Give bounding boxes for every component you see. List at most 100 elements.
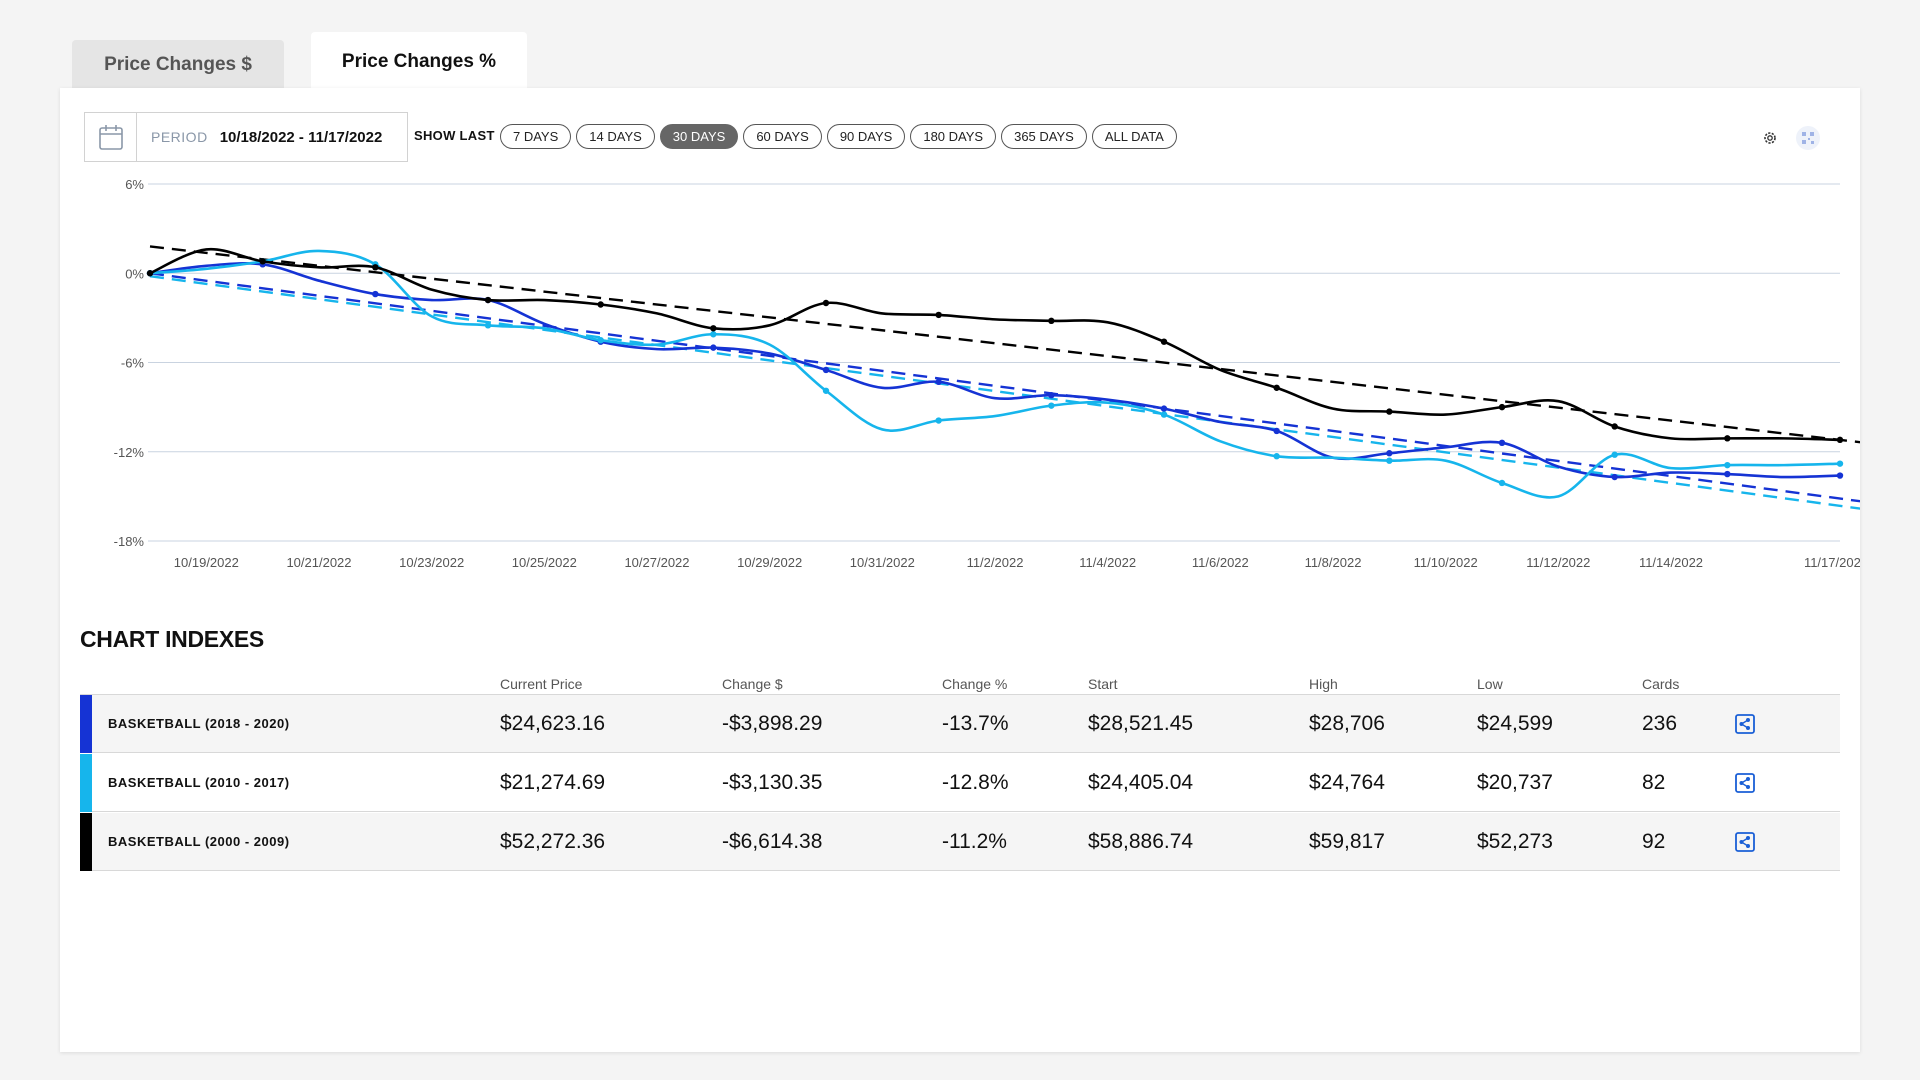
- data-point: [710, 325, 717, 332]
- data-point: [1273, 427, 1280, 435]
- range-button-180-days[interactable]: 180 DAYS: [910, 124, 997, 149]
- qr-code-icon: [1802, 132, 1814, 144]
- trend-line: [149, 272, 1860, 503]
- show-last-label: SHOW LAST: [414, 128, 495, 143]
- data-point: [597, 301, 604, 308]
- data-point: [1498, 479, 1506, 487]
- column-header: Change $: [722, 676, 783, 692]
- index-name: BASKETBALL (2010 - 2017): [108, 775, 290, 790]
- x-tick-label: 11/4/2022: [1079, 555, 1136, 570]
- column-header: Start: [1088, 676, 1118, 692]
- cell-low: $52,273: [1477, 830, 1553, 853]
- cell-high: $28,706: [1309, 712, 1385, 735]
- table-row[interactable]: BASKETBALL (2010 - 2017) $21,274.69 -$3,13…: [80, 754, 1840, 812]
- column-header: Cards: [1642, 676, 1680, 692]
- cell-change-pct: -12.8%: [942, 771, 1009, 794]
- data-point: [1386, 457, 1393, 464]
- calendar-icon[interactable]: [85, 113, 137, 161]
- x-tick-label: 10/27/2022: [624, 555, 689, 570]
- row-color-swatch: [80, 813, 92, 871]
- data-point: [1836, 472, 1844, 479]
- tab-price-changes-percent[interactable]: Price Changes %: [311, 32, 527, 92]
- price-change-chart: 6% 0% -6% -12% -18% 10/19/2022 10/21/2022 10/23…: [114, 178, 1860, 570]
- cell-change-pct: -13.7%: [942, 712, 1009, 735]
- data-point: [1611, 451, 1618, 458]
- x-tick-label: 10/31/2022: [850, 555, 915, 570]
- cell-current: $21,274.69: [500, 771, 606, 794]
- share-icon[interactable]: [1735, 714, 1755, 734]
- row-color-swatch: [80, 695, 92, 753]
- data-point: [372, 290, 379, 298]
- gear-icon[interactable]: [1762, 130, 1778, 146]
- data-point: [822, 299, 830, 307]
- trend-line: [149, 275, 1860, 510]
- table-row[interactable]: BASKETBALL (2000 - 2009) $52,272.36 -$6,61…: [80, 813, 1840, 871]
- data-point: [1160, 405, 1168, 412]
- y-tick-label: 0%: [125, 266, 144, 281]
- range-button-365-days[interactable]: 365 DAYS: [1001, 124, 1087, 149]
- share-icon[interactable]: [1735, 773, 1755, 793]
- range-button-90-days[interactable]: 90 DAYS: [826, 124, 906, 149]
- toolbar: PERIOD 10/18/2022 - 11/17/2022 SHOW LAST…: [84, 112, 1844, 164]
- column-header: High: [1309, 676, 1338, 692]
- table-row[interactable]: BASKETBALL (2018 - 2020) $24,623.16 -$3,89…: [80, 695, 1840, 753]
- period-value[interactable]: 10/18/2022 - 11/17/2022: [219, 128, 383, 146]
- y-tick-label: -18%: [114, 534, 145, 549]
- period-picker[interactable]: PERIOD 10/18/2022 - 11/17/2022: [84, 112, 408, 162]
- tab-price-changes-dollar[interactable]: Price Changes $: [72, 40, 284, 90]
- cell-high: $59,817: [1309, 830, 1385, 853]
- x-tick-label: 11/10/2022: [1414, 555, 1478, 570]
- y-tick-label: 6%: [125, 178, 144, 192]
- data-point: [259, 258, 266, 265]
- data-point: [1611, 423, 1618, 430]
- range-button-30-days[interactable]: 30 DAYS: [659, 124, 739, 149]
- series-line: [149, 249, 1841, 499]
- x-tick-label: 10/23/2022: [399, 555, 464, 570]
- x-tick-label: 10/19/2022: [174, 555, 239, 570]
- data-point: [822, 366, 830, 374]
- y-tick-label: -12%: [114, 445, 145, 460]
- range-button-7-days[interactable]: 7 DAYS: [500, 124, 572, 149]
- data-point: [935, 417, 942, 424]
- cell-current: $24,623.16: [500, 712, 606, 735]
- index-name: BASKETBALL (2018 - 2020): [108, 716, 290, 731]
- data-point: [1724, 470, 1731, 478]
- x-tick-label: 11/17/2022: [1804, 555, 1860, 570]
- x-tick-label: 10/29/2022: [737, 555, 802, 570]
- data-point: [484, 296, 492, 304]
- data-point: [1611, 473, 1618, 481]
- index-name: BASKETBALL (2000 - 2009): [108, 834, 290, 849]
- period-label: PERIOD: [151, 129, 208, 145]
- range-button-all-data[interactable]: ALL DATA: [1091, 124, 1177, 149]
- range-buttons: 7 DAYS 14 DAYS 30 DAYS 60 DAYS 90 DAYS 180 DA…: [500, 124, 1182, 149]
- share-icon[interactable]: [1735, 832, 1755, 852]
- table-top-divider: [80, 694, 1840, 695]
- data-point: [1048, 402, 1055, 409]
- cell-start: $24,405.04: [1088, 771, 1194, 794]
- column-header: Current Price: [500, 676, 583, 692]
- cell-change-usd: -$3,898.29: [722, 712, 823, 735]
- x-tick-label: 11/8/2022: [1305, 555, 1362, 570]
- y-tick-label: -6%: [121, 356, 145, 371]
- range-button-60-days[interactable]: 60 DAYS: [743, 124, 822, 149]
- data-point: [597, 336, 604, 344]
- data-point: [1498, 439, 1506, 447]
- data-point: [1498, 403, 1506, 411]
- qr-code-button[interactable]: [1796, 126, 1820, 150]
- x-tick-label: 10/25/2022: [512, 555, 577, 570]
- column-header: Low: [1477, 676, 1503, 692]
- data-point: [1273, 384, 1280, 391]
- range-button-14-days[interactable]: 14 DAYS: [576, 124, 655, 149]
- cell-cards: 92: [1642, 830, 1666, 853]
- row-color-swatch: [80, 754, 92, 812]
- cell-high: $24,764: [1309, 771, 1385, 794]
- data-point: [710, 331, 717, 338]
- cell-change-usd: -$6,614.38: [722, 830, 823, 853]
- trend-line: [149, 245, 1860, 444]
- cell-start: $58,886.74: [1088, 830, 1194, 853]
- data-point: [146, 270, 154, 277]
- data-point: [1386, 408, 1393, 415]
- data-point: [484, 322, 492, 329]
- data-point: [822, 387, 830, 394]
- data-point: [1160, 411, 1168, 418]
